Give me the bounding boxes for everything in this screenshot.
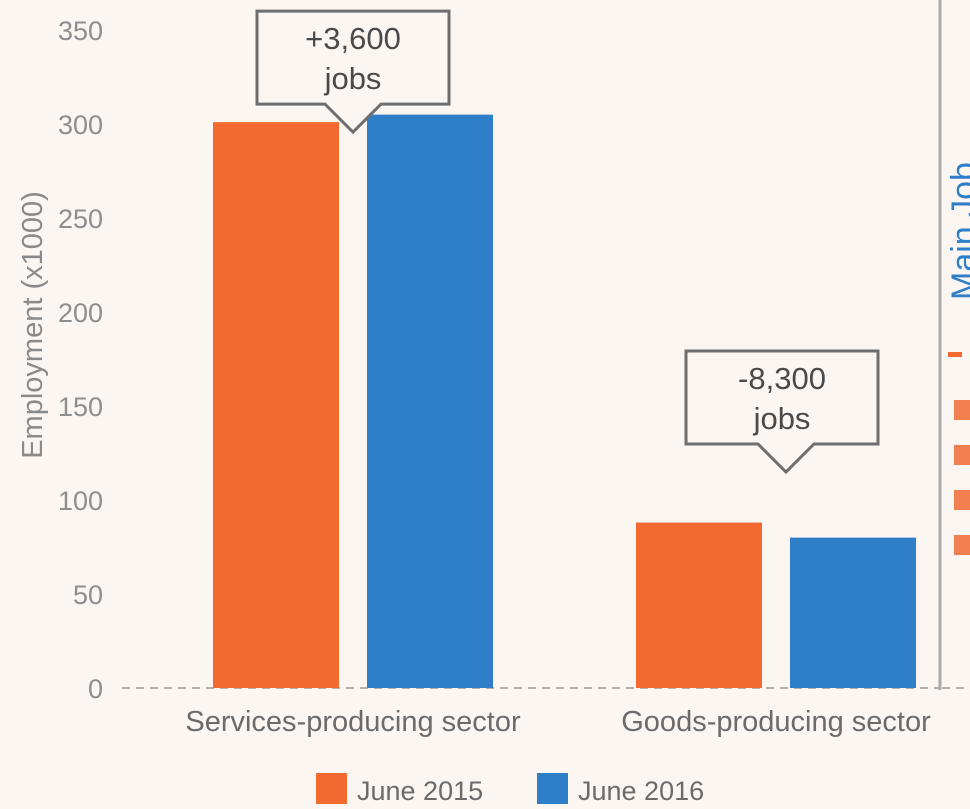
y-tick-label: 0 <box>88 674 103 704</box>
bar-2-2 <box>790 537 916 688</box>
bar-2-1 <box>636 522 762 688</box>
legend-swatch <box>537 773 568 804</box>
accent-mark <box>954 535 970 555</box>
callout-box <box>255 9 451 135</box>
bar-1-2 <box>367 114 493 689</box>
y-tick-label: 50 <box>73 580 103 610</box>
accent-dash <box>948 352 962 357</box>
side-panel-accent-marks <box>948 352 970 555</box>
callout-unit: jobs <box>753 401 811 436</box>
bar-1-1 <box>213 122 339 689</box>
y-axis-ticks: 0 50 100 150 200 250 300 350 <box>58 16 103 704</box>
category-label: Goods-producing sector <box>621 706 931 738</box>
accent-mark <box>954 445 970 465</box>
side-panel: Main Job <box>938 0 970 690</box>
callout-box <box>684 349 880 475</box>
x-axis-categories: Services-producing sector Goods-producing… <box>185 706 931 738</box>
y-tick-label: 100 <box>58 486 103 516</box>
accent-mark <box>954 400 970 420</box>
y-axis-label: Employment (x1000) <box>17 191 49 459</box>
callout-value: +3,600 <box>305 21 401 56</box>
legend-label: June 2015 <box>357 776 483 806</box>
legend-label: June 2016 <box>578 776 704 806</box>
y-tick-label: 300 <box>58 110 103 140</box>
callout-unit: jobs <box>324 61 382 96</box>
category-label: Services-producing sector <box>185 706 521 738</box>
legend-swatch <box>316 773 347 804</box>
legend: June 2015 June 2016 <box>316 773 704 806</box>
callouts: +3,600 jobs -8,300 jobs <box>255 9 880 475</box>
y-tick-label: 150 <box>58 392 103 422</box>
y-tick-label: 200 <box>58 298 103 328</box>
y-tick-label: 250 <box>58 204 103 234</box>
bars <box>213 114 916 689</box>
side-panel-title: Main Job <box>945 162 970 300</box>
y-tick-label: 350 <box>58 16 103 46</box>
callout-value: -8,300 <box>738 361 826 396</box>
accent-mark <box>954 490 970 510</box>
